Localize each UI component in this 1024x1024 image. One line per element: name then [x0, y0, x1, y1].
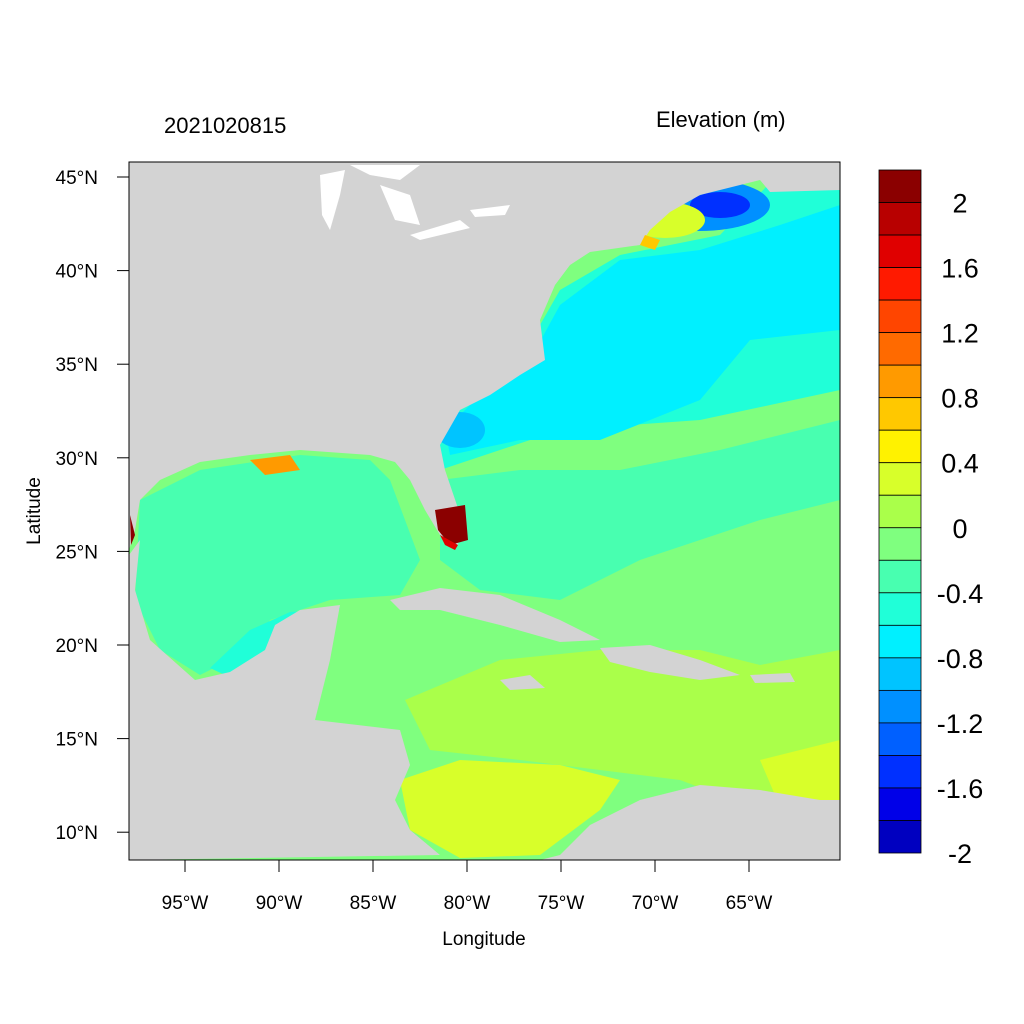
lon-tick-label: 70°W — [632, 893, 679, 914]
colorbar-swatch — [878, 332, 922, 366]
lat-tick-label: 25°N — [56, 542, 98, 563]
lon-tick-label: 95°W — [162, 893, 209, 914]
colorbar-swatch — [878, 527, 922, 561]
lat-tick-label: 45°N — [56, 168, 98, 189]
lake-ontario — [470, 205, 510, 217]
gulf-of-mexico-field — [135, 455, 420, 675]
gulf-of-maine-core — [690, 192, 750, 218]
southwest-caribbean-field — [400, 760, 620, 858]
colorbar-label: -0.4 — [937, 579, 984, 609]
colorbar-swatch — [878, 494, 922, 529]
jamaica-land — [500, 675, 545, 690]
central-america-land — [129, 540, 440, 860]
colorbar-label: -1.2 — [937, 709, 984, 739]
gulf-stream-field — [445, 205, 840, 455]
map-plot-area — [129, 162, 840, 860]
date-label: 2021020815 — [164, 113, 287, 138]
hispaniola-land — [600, 645, 740, 680]
south-florida-surge — [435, 505, 468, 545]
colorbar-label: 0.8 — [941, 384, 979, 414]
colorbar-label: 2 — [952, 189, 967, 219]
south-america-land — [540, 785, 840, 860]
variable-label: Elevation (m) — [656, 107, 786, 132]
colorbar-swatch — [878, 755, 922, 789]
lat-tick-label: 10°N — [56, 823, 98, 844]
colorbar-label: 0 — [952, 514, 967, 544]
colorbar-label: -2 — [948, 839, 972, 869]
colorbar-swatch — [878, 820, 922, 854]
x-axis-title: Longitude — [442, 929, 525, 950]
colorbar-swatch — [878, 397, 922, 431]
colorbar-label: 1.2 — [941, 319, 979, 349]
louisiana-surge — [250, 455, 300, 475]
y-axis-title: Latitude — [24, 477, 45, 545]
colorbar-swatch — [878, 267, 922, 301]
caribbean-field — [405, 650, 840, 810]
florida-keys-surge — [440, 535, 458, 550]
subtropical-field — [440, 420, 840, 600]
colorbar-swatch — [878, 429, 922, 464]
colorbar-swatch — [878, 787, 922, 821]
colorbar: 2 1.6 1.2 0.8 0.4 0 -0.4 -0.8 -1.2 -1.6 -2 — [878, 169, 984, 869]
colorbar-swatch — [878, 722, 922, 756]
colorbar-swatch — [878, 202, 922, 236]
texas-coast-surge — [130, 515, 135, 545]
puerto-rico-land — [750, 673, 795, 683]
colorbar-swatch — [878, 364, 922, 399]
plot-frame — [128, 161, 841, 861]
lat-tick-label: 20°N — [56, 636, 98, 657]
lake-erie — [410, 220, 470, 240]
north-america-land — [129, 162, 840, 550]
colorbar-swatch — [878, 559, 922, 594]
lon-tick-label: 65°W — [726, 893, 773, 914]
lake-huron — [380, 185, 420, 225]
lon-tick-label: 80°W — [444, 893, 491, 914]
colorbar-label: 1.6 — [941, 254, 979, 284]
colorbar-swatch — [878, 657, 922, 691]
colorbar-swatch — [878, 689, 922, 724]
cape-cod-surge — [640, 235, 660, 250]
lake-michigan — [320, 170, 345, 230]
colorbar-swatch — [878, 462, 922, 496]
lat-tick-label: 30°N — [56, 449, 98, 470]
lat-tick-label: 40°N — [56, 262, 98, 283]
lon-tick-label: 75°W — [538, 893, 585, 914]
colorbar-swatch — [878, 234, 922, 268]
colorbar-label: 0.4 — [941, 449, 979, 479]
colorbar-label: -1.6 — [937, 774, 984, 804]
lon-tick-label: 90°W — [256, 893, 303, 914]
lat-tick-label: 15°N — [56, 730, 98, 751]
cuba-land — [390, 588, 600, 642]
colorbar-swatch — [878, 169, 922, 203]
longitude-ticks: 95°W 90°W 85°W 80°W 75°W 70°W 65°W — [162, 860, 773, 914]
colorbar-label: -0.8 — [937, 644, 984, 674]
latitude-ticks: 45°N 40°N 35°N 30°N 25°N 20°N 15°N 10°N — [56, 168, 129, 844]
colorbar-swatch — [878, 592, 922, 626]
lon-tick-label: 85°W — [350, 893, 397, 914]
colorbar-swatch — [878, 624, 922, 659]
lake-superior — [350, 165, 420, 180]
colorbar-swatch — [878, 299, 922, 334]
lat-tick-label: 35°N — [56, 355, 98, 376]
